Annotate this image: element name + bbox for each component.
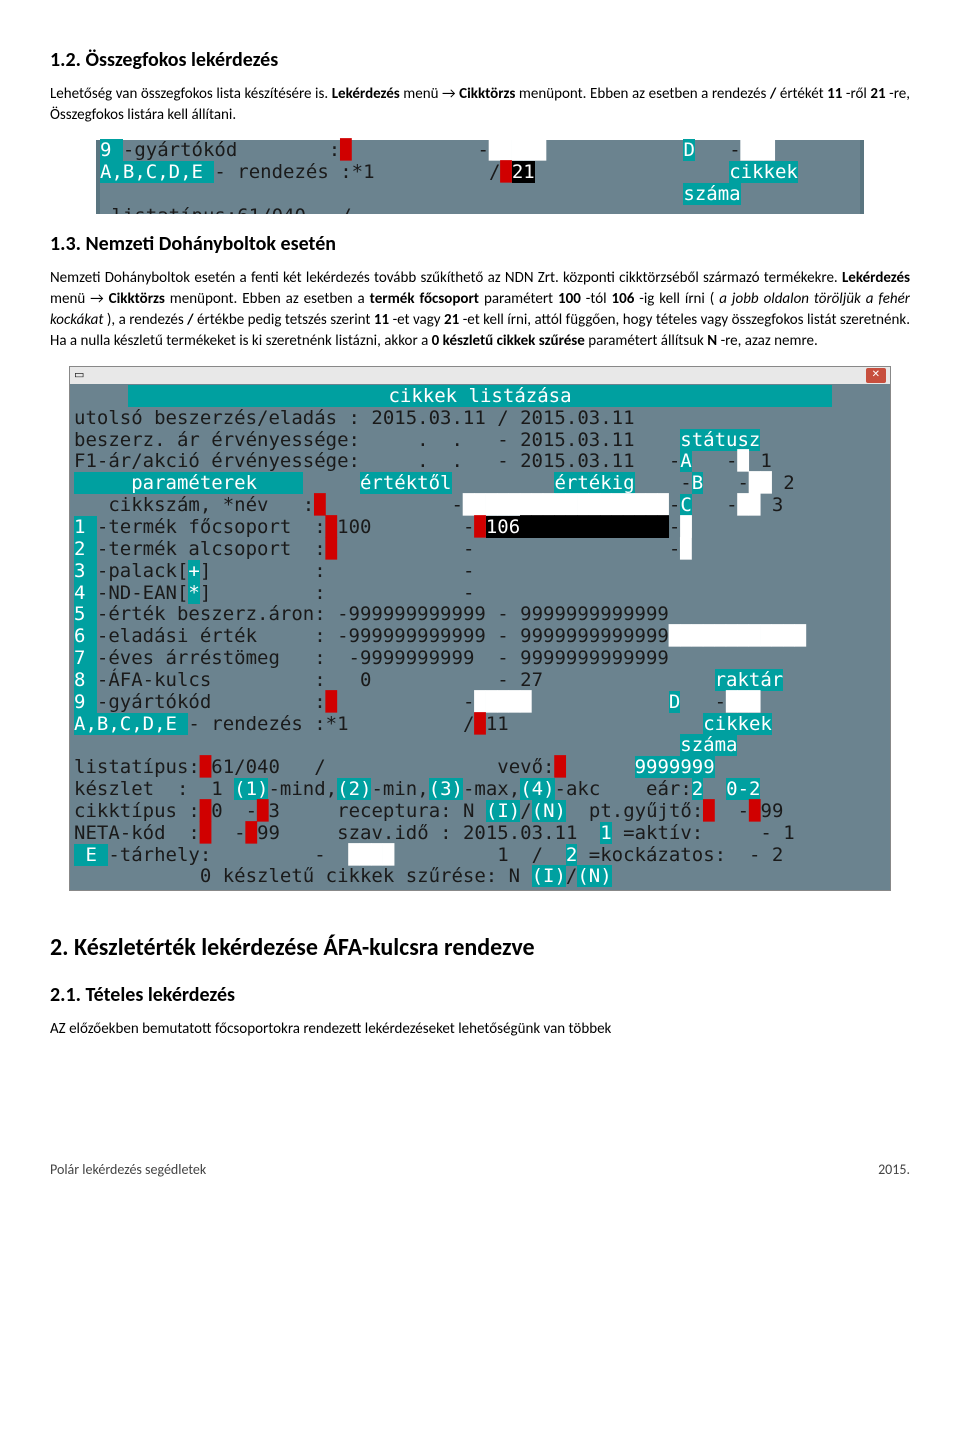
term1-row2: A,B,C,D,E - rendezés :*1 /█21 cikkek [100, 162, 860, 184]
heading-1-3: 1.3. Nemzeti Dohányboltok esetén [50, 230, 910, 258]
value-106: 106 [612, 290, 635, 308]
value-21: 21 [444, 311, 459, 329]
text: -re, azaz nemre. [721, 332, 818, 350]
paragraph-1-3: Nemzeti Dohányboltok esetén a fenti két … [50, 268, 910, 352]
text: értékbe pedig tetszés szerint [197, 311, 374, 329]
term1-row4: listatípus:61/040 / [100, 206, 860, 214]
value-21: 21 [870, 85, 885, 103]
window-titlebar: ▭ ✕ [70, 367, 890, 384]
term2-r15: A,B,C,D,E - rendezés :*1 /█11 cikkek [74, 714, 886, 736]
term1-row3: száma [100, 184, 860, 206]
menu-item: Cikktörzs [109, 290, 165, 308]
text: Lehetőség van összegfokos lista készítés… [50, 85, 332, 103]
footer-right: 2015. [878, 1160, 910, 1180]
term2-r19: cikktípus :█0 -█3 receptura: N (I)/(N) p… [74, 801, 886, 823]
paragraph-2-1: AZ előzőekben bemutatott főcsoportokra r… [50, 1019, 910, 1040]
param-0-keszletu: 0 készletű cikkek szűrése [432, 332, 585, 350]
slash: / [187, 311, 193, 329]
term2-r12: 7 -éves árréstömeg : -9999999999 - 99999… [74, 648, 886, 670]
value-11: 11 [374, 311, 389, 329]
text: -ig kell írni ( [639, 290, 714, 308]
heading-2: 2. Készletérték lekérdezése ÁFA-kulcsra … [50, 931, 910, 965]
term2-title: cikkek listázása [74, 386, 886, 408]
slash: / [770, 85, 776, 103]
term2-r4: paraméterek értéktől értékig -B -██ 2 [74, 473, 886, 495]
term2-r8: 3 -palack[+] : - [74, 561, 886, 583]
term2-r6: 1 -termék főcsoport :█100 -█106█████████… [74, 517, 886, 539]
text: paramétert állítsuk [588, 332, 707, 350]
text: -tól [586, 290, 612, 308]
term2-r5: cikkszám, *név :█ -██████████████████-C … [74, 495, 886, 517]
window-icon: ▭ [74, 368, 84, 383]
term2-r3: F1-ár/akció érvényessége: . . - 2015.03.… [74, 451, 886, 473]
text: -et vagy [393, 311, 444, 329]
value-n: N [707, 332, 717, 350]
term2-r22: 0 készletű cikkek szűrése: N (I)/(N) [74, 866, 886, 888]
term2-r21: E -tárhely: - ████ 1 / 2 =kockázatos: - … [74, 845, 886, 867]
term2-r7: 2 -termék alcsoport :█ - -█ [74, 539, 886, 561]
text: menü → [50, 290, 109, 308]
text: -ről [846, 85, 870, 103]
term2-r17: listatípus:█61/040 / vevő:█ 9999999 [74, 757, 886, 779]
value-11: 11 [827, 85, 842, 103]
text: értékét [780, 85, 827, 103]
menu-item: Cikktörzs [459, 85, 515, 103]
footer: Polár lekérdezés segédletek 2015. [50, 1160, 910, 1180]
term2-r1: utolsó beszerzés/eladás : 2015.03.11 / 2… [74, 408, 886, 430]
term2-r13: 8 -ÁFA-kulcs : 0 - 27 raktár [74, 670, 886, 692]
heading-2-1: 2.1. Tételes lekérdezés [50, 981, 910, 1009]
terminal-screenshot-small: 9 -gyártókód :█ -█████ D -███ A,B,C,D,E … [96, 140, 864, 214]
text: menüpont. Ebben az esetben a rendezés [519, 85, 770, 103]
term2-r2: beszerz. ár érvényessége: . . - 2015.03.… [74, 430, 886, 452]
heading-1-2: 1.2. Összegfokos lekérdezés [50, 46, 910, 74]
term2-r10: 5 -érték beszerz.áron: -999999999999 - 9… [74, 604, 886, 626]
param-termek-focsoport: termék főcsoport [370, 290, 479, 308]
text: menü → [403, 85, 459, 103]
text: menüpont. Ebben az esetben a [170, 290, 370, 308]
menu-name: Lekérdezés [842, 269, 910, 287]
term2-r16: száma [74, 735, 886, 757]
footer-left: Polár lekérdezés segédletek [50, 1160, 206, 1180]
text: paramétert [484, 290, 558, 308]
term2-r18: készlet : 1 (1)-mind,(2)-min,(3)-max,(4)… [74, 779, 886, 801]
term2-r9: 4 -ND-EAN[*] : - [74, 583, 886, 605]
menu-name: Lekérdezés [332, 85, 400, 103]
paragraph-1-2: Lehetőség van összegfokos lista készítés… [50, 84, 910, 126]
term2-r11: 6 -eladási érték : -999999999999 - 99999… [74, 626, 886, 648]
close-icon[interactable]: ✕ [866, 368, 886, 383]
term1-row1: 9 -gyártókód :█ -█████ D -███ [100, 140, 860, 162]
text: ), a rendezés [107, 311, 187, 329]
text: Nemzeti Dohányboltok esetén a fenti két … [50, 269, 842, 287]
term2-r14: 9 -gyártókód :█ -█████ D -███ [74, 692, 886, 714]
value-100: 100 [558, 290, 581, 308]
term2-r20: NETA-kód :█ -█99 szav.idő : 2015.03.11 1… [74, 823, 886, 845]
terminal-screenshot-large: ▭ ✕ cikkek listázása utolsó beszerzés/el… [69, 366, 891, 892]
